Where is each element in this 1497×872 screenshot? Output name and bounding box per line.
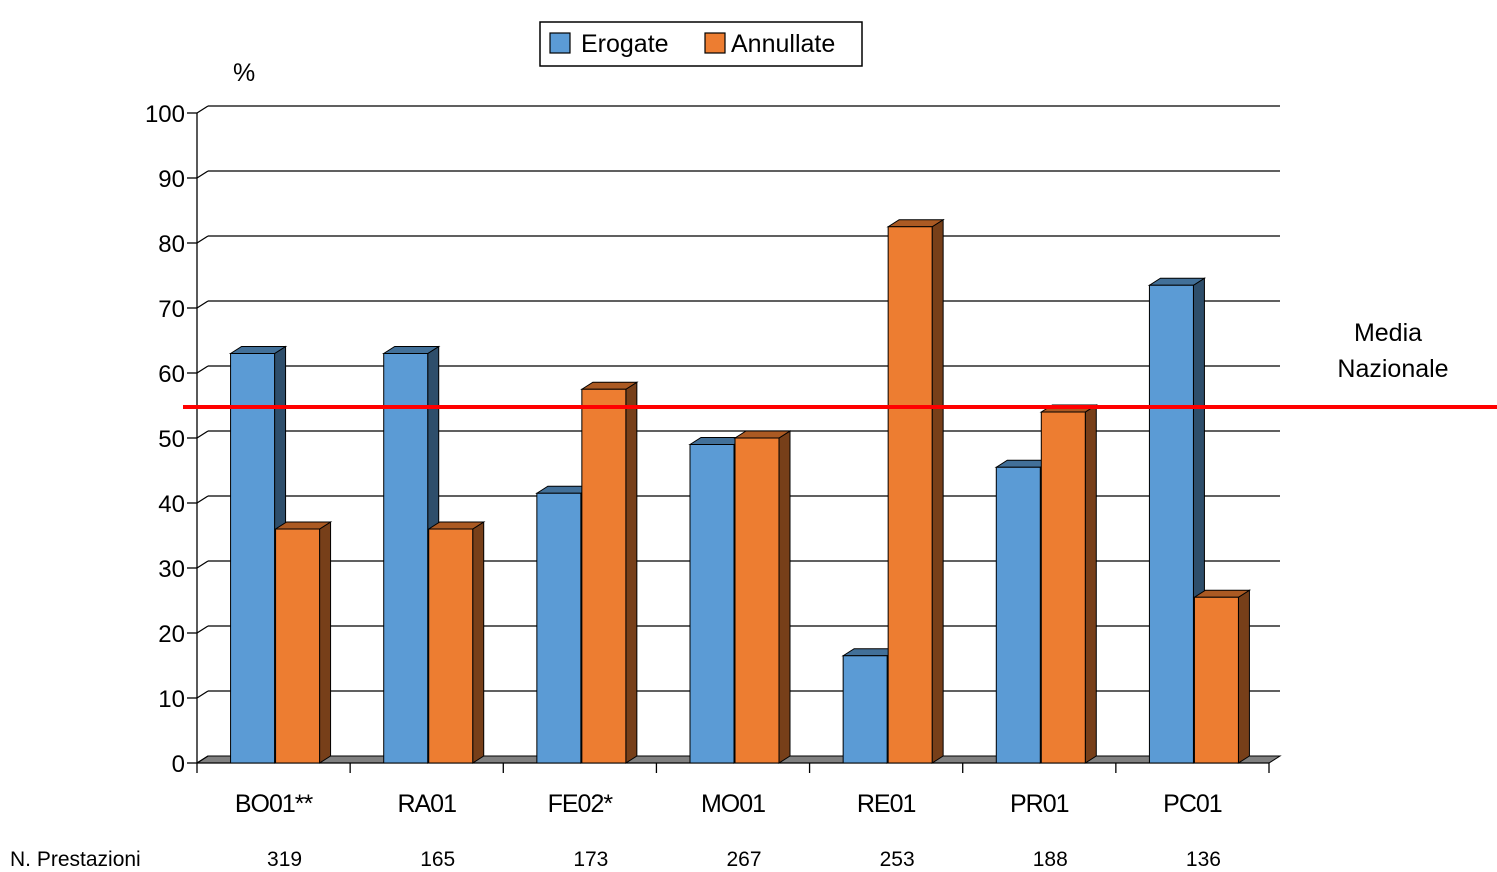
reference-label-line1: Media bbox=[1354, 319, 1422, 347]
count-value: 188 bbox=[1033, 848, 1068, 871]
count-value: 253 bbox=[880, 848, 915, 871]
bar-annullate-pc01 bbox=[1192, 589, 1252, 764]
gridline-depth bbox=[196, 105, 209, 114]
count-value: 165 bbox=[420, 848, 455, 871]
x-axis-labels: BO01** RA01 FE02* MO01 RE01 PR01 PC01 bbox=[235, 790, 1223, 818]
gridline-depth bbox=[196, 625, 209, 634]
y-tick-label: 90 bbox=[158, 166, 185, 193]
x-tick-label: PC01 bbox=[1163, 790, 1222, 818]
bar-annullate-pr01 bbox=[1039, 404, 1099, 764]
x-tick-label: MO01 bbox=[701, 790, 765, 818]
count-value: 267 bbox=[726, 848, 761, 871]
bars bbox=[228, 218, 1252, 764]
y-tick-label: 30 bbox=[158, 556, 185, 583]
bar-annullate-bo01 bbox=[273, 521, 333, 764]
gridline-depth bbox=[196, 430, 209, 439]
gridline-depth bbox=[196, 560, 209, 569]
x-tick-label: PR01 bbox=[1010, 790, 1069, 818]
bar-annullate-mo01 bbox=[733, 430, 792, 764]
y-tick-label: 20 bbox=[158, 621, 185, 648]
count-value: 173 bbox=[573, 848, 608, 871]
legend-label-erogate: Erogate bbox=[581, 30, 669, 58]
y-tick-label: 10 bbox=[158, 686, 185, 713]
x-tick-label: RA01 bbox=[397, 790, 456, 818]
y-axis-label: % bbox=[233, 59, 255, 87]
legend: Erogate Annullate bbox=[539, 21, 863, 67]
y-tick-label: 40 bbox=[158, 491, 185, 518]
legend-swatch-erogate bbox=[549, 32, 571, 54]
y-tick-label: 80 bbox=[158, 231, 185, 258]
legend-box bbox=[539, 21, 863, 67]
gridline-depth bbox=[196, 495, 209, 504]
gridline-depth bbox=[196, 690, 209, 699]
x-tick-label: BO01** bbox=[235, 790, 314, 818]
count-value: 136 bbox=[1186, 848, 1221, 871]
y-tick-label: 100 bbox=[145, 101, 185, 128]
y-tick-label: 0 bbox=[172, 751, 185, 778]
count-row: 319 165 173 267 253 188 136 bbox=[267, 848, 1221, 871]
y-tick-label: 50 bbox=[158, 426, 185, 453]
gridline-depth bbox=[196, 300, 209, 309]
gridline-depth bbox=[196, 170, 209, 179]
x-tick-label: RE01 bbox=[857, 790, 916, 818]
y-axis: 0 10 20 30 40 50 60 70 80 90 100 bbox=[145, 101, 209, 778]
legend-swatch-annullate bbox=[704, 32, 726, 54]
gridline-depth bbox=[196, 365, 209, 374]
y-tick-label: 70 bbox=[158, 296, 185, 323]
y-tick-label: 60 bbox=[158, 361, 185, 388]
count-value: 319 bbox=[267, 848, 302, 871]
bar-erogate-pc01 bbox=[1147, 277, 1207, 764]
gridline-depth bbox=[196, 235, 209, 244]
legend-label-annullate: Annullate bbox=[731, 30, 835, 58]
gridline-depth bbox=[196, 755, 209, 764]
count-row-label: N. Prestazioni bbox=[10, 848, 141, 871]
bar-annullate-ra01 bbox=[426, 521, 486, 764]
reference-label-line2: Nazionale bbox=[1337, 355, 1448, 383]
x-tick-label: FE02* bbox=[548, 790, 614, 818]
bar-annullate-fe02 bbox=[580, 381, 639, 764]
bar-annullate-re01 bbox=[886, 218, 945, 764]
